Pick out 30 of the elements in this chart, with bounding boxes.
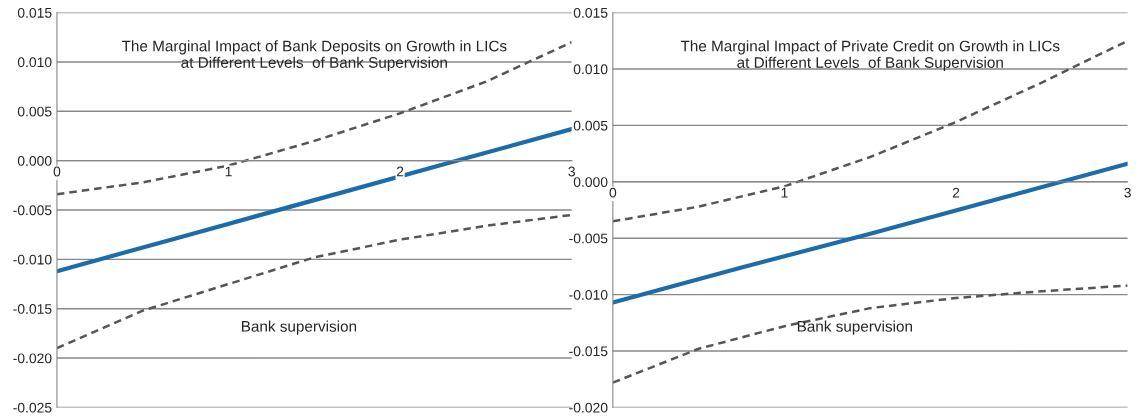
y-tick-label: 0.015 [17, 7, 52, 18]
text: The Marginal Impact of Bank Deposits on Growth in LICs at Different Levels of Bank Supervision [121, 40, 507, 71]
x-tick-label: 1 [225, 166, 232, 177]
y-tick-label: -0.005 [569, 233, 608, 244]
y-tick-label: 0.010 [17, 57, 52, 68]
x-axis-title: Bank supervision [241, 320, 357, 335]
y-tick-label: 0.000 [17, 155, 52, 166]
x-tick-label: 2 [396, 166, 404, 177]
y-tick-label: -0.015 [569, 346, 608, 357]
y-tick-label: 0.015 [573, 7, 608, 18]
y-tick-label: 0.005 [17, 106, 52, 117]
x-tick-label: 0 [609, 187, 617, 198]
y-tick-label: 0.010 [573, 64, 608, 75]
x-tick-label: 2 [952, 187, 960, 198]
x-tick-label: 1 [781, 187, 788, 198]
line-series [612, 284, 1128, 384]
y-tick-label: -0.010 [569, 289, 608, 300]
x-tick-label: 0 [53, 166, 61, 177]
x-axis-title: Bank supervision [797, 320, 912, 335]
y-tick-label: 0.000 [573, 177, 608, 187]
y-tick-label: -0.010 [13, 254, 52, 265]
x-tick-label: 3 [1124, 187, 1131, 198]
y-tick-label: 0.005 [573, 120, 608, 131]
y-tick-label: -0.025 [13, 402, 52, 413]
y-tick-label: -0.020 [569, 402, 608, 413]
y-tick-label: -0.015 [13, 304, 52, 314]
x-tick-label: 3 [568, 166, 575, 177]
y-tick-label: -0.005 [13, 205, 52, 216]
y-tick-label: -0.020 [13, 353, 52, 364]
text: The Marginal Impact of Private Credit on Growth in LICs at Different Levels of Bank Supervision [680, 40, 1060, 71]
